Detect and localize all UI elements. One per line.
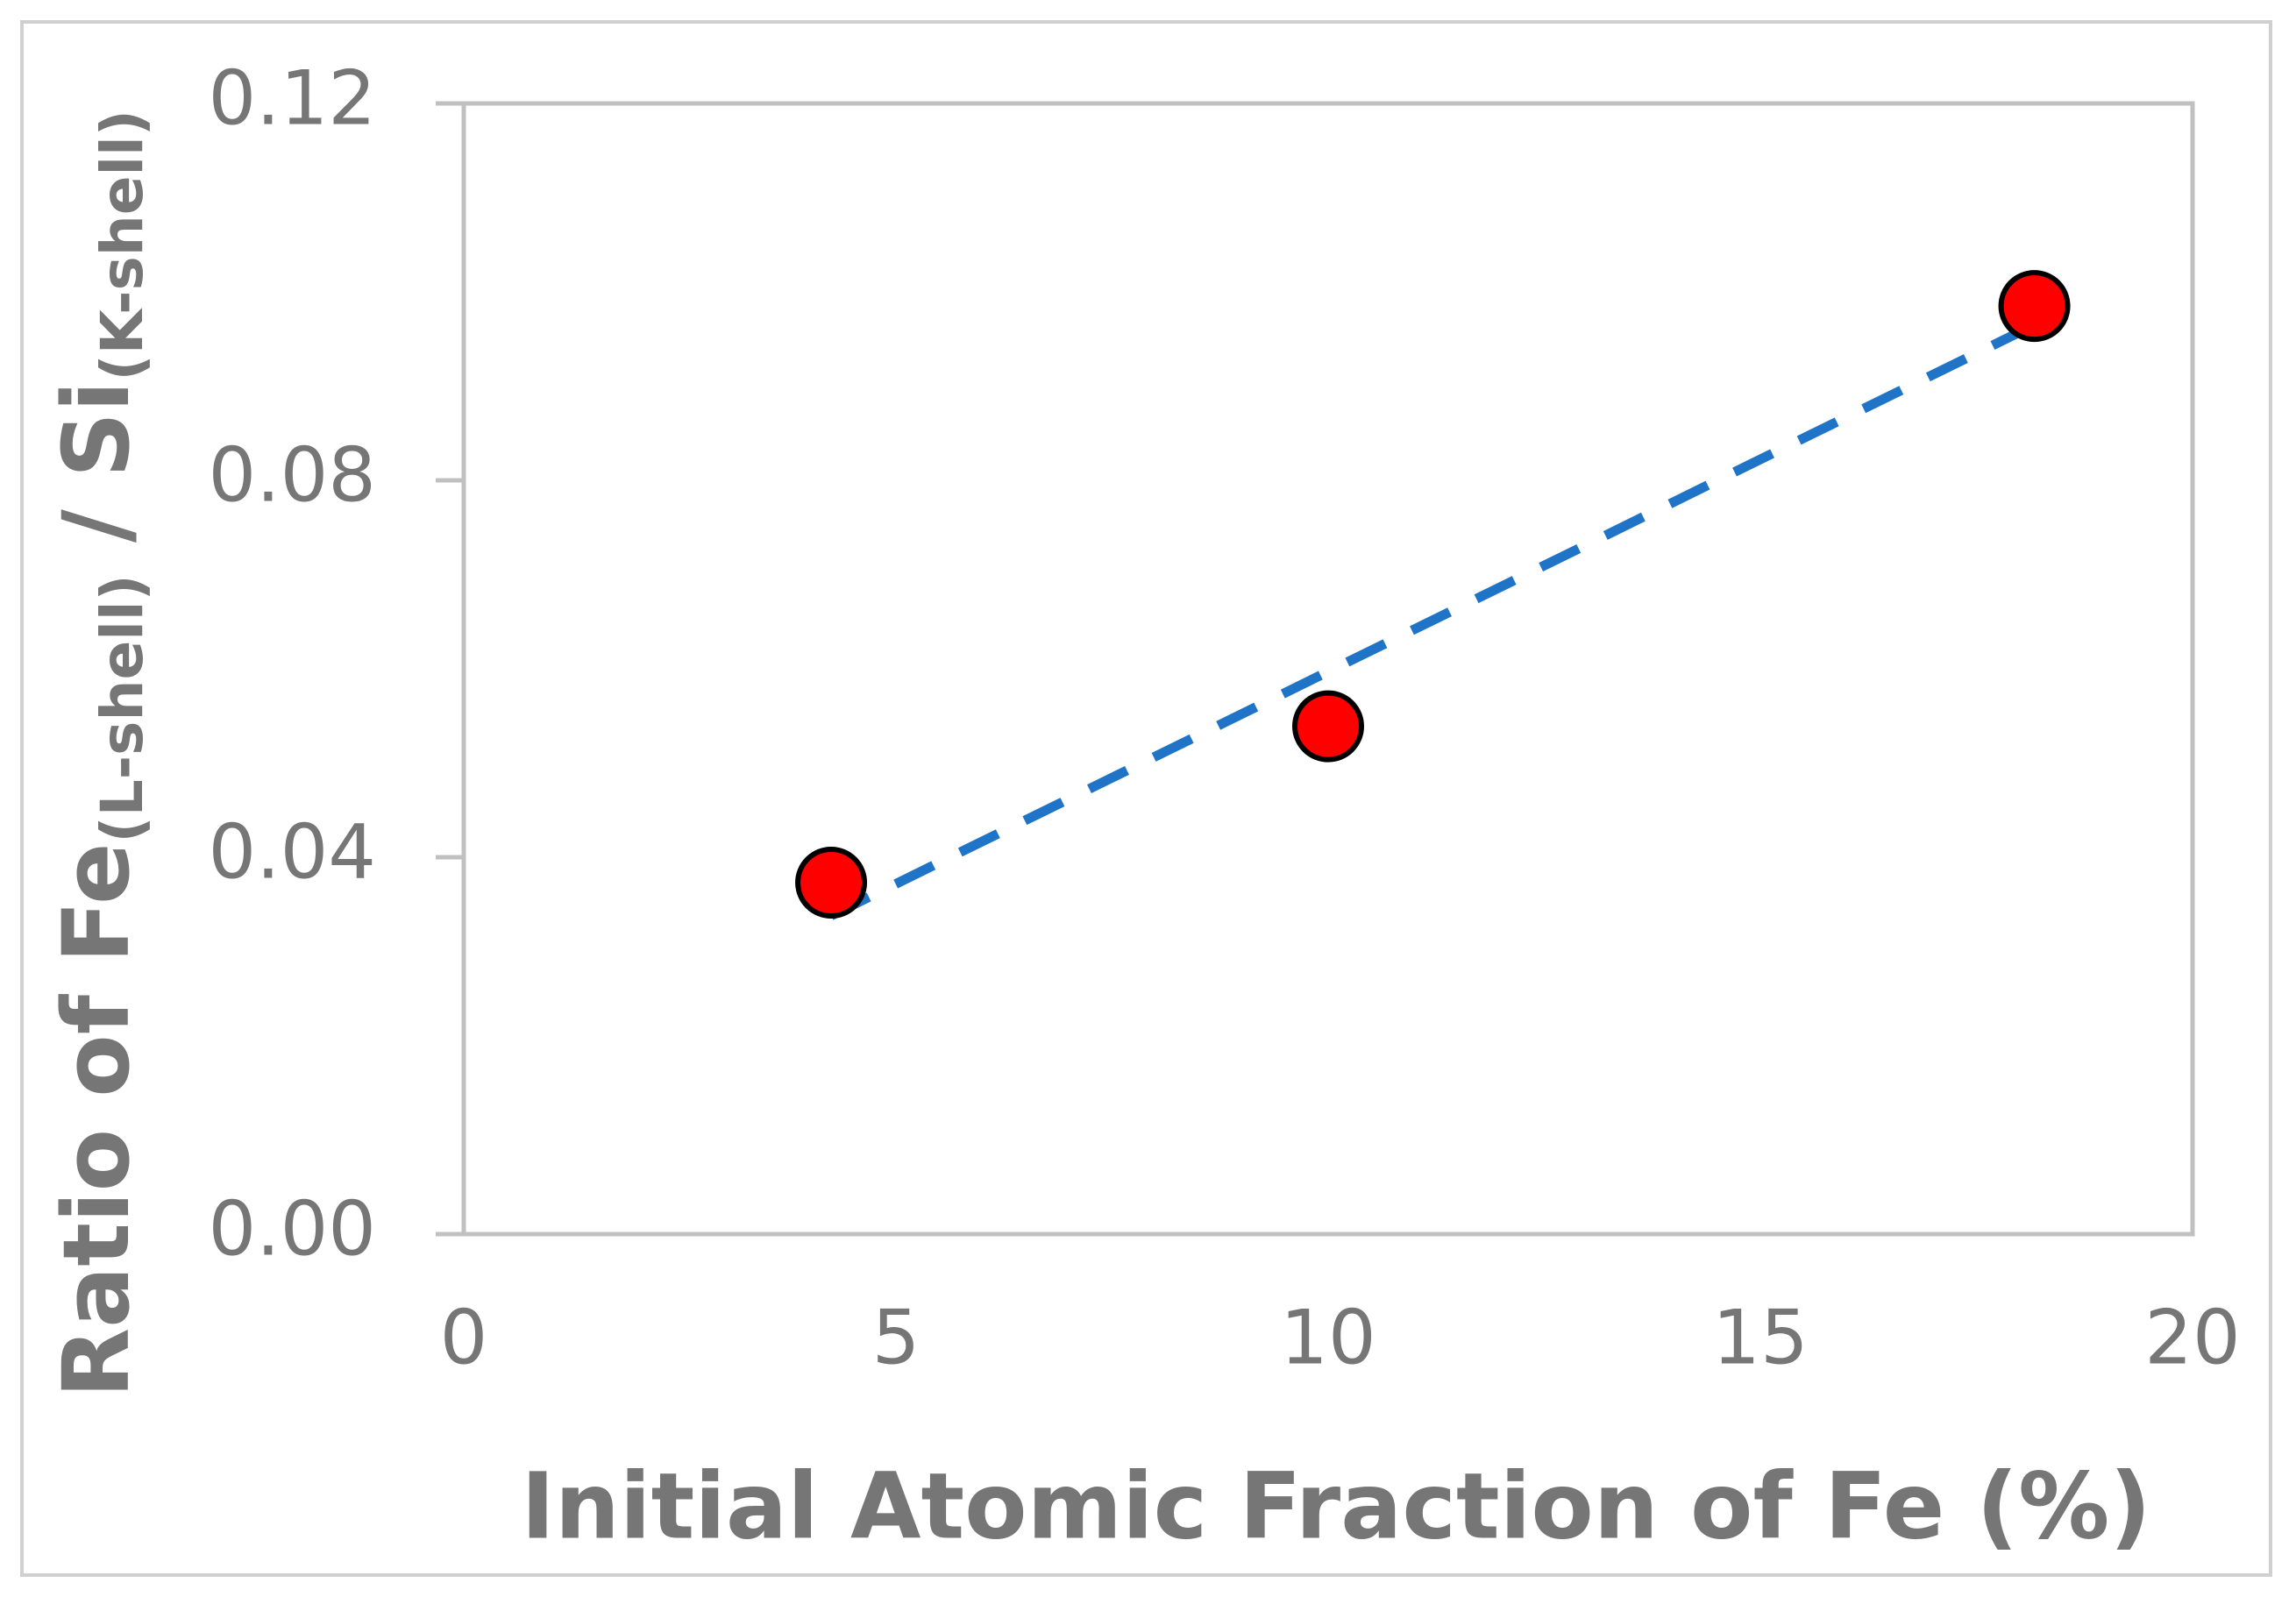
y-axis-title-part: / Si bbox=[43, 380, 150, 574]
y-tick-label: 0.00 bbox=[209, 1185, 376, 1273]
x-axis-title: Initial Atomic Fraction of Fe (%) bbox=[521, 1452, 2151, 1559]
x-tick-label: 20 bbox=[2144, 1294, 2240, 1381]
y-axis-title-subscript: (L-shell) bbox=[89, 574, 156, 842]
data-point bbox=[1292, 690, 1364, 763]
y-tick-label: 0.08 bbox=[209, 431, 376, 519]
x-tick-label: 15 bbox=[1712, 1294, 1808, 1381]
data-point bbox=[795, 847, 868, 919]
x-tick-label: 5 bbox=[872, 1294, 921, 1381]
y-axis-title-subscript: (K-shell) bbox=[89, 110, 156, 380]
x-tick-label: 0 bbox=[440, 1294, 488, 1381]
trendline bbox=[828, 320, 2037, 920]
chart-border bbox=[20, 20, 2272, 1577]
y-tick-label: 0.04 bbox=[209, 808, 376, 896]
data-point bbox=[1998, 270, 2071, 343]
y-axis-title: Ratio of Fe(L-shell) / Si(K-shell) bbox=[43, 110, 156, 1398]
y-axis-title-part: Ratio of Fe bbox=[43, 842, 150, 1398]
y-tick-label: 0.12 bbox=[209, 54, 376, 142]
plot-frame bbox=[461, 101, 2195, 1237]
x-tick-label: 10 bbox=[1280, 1294, 1375, 1381]
